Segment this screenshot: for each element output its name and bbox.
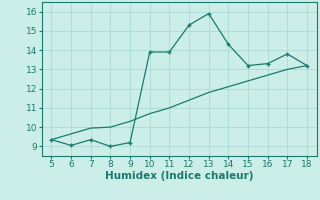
X-axis label: Humidex (Indice chaleur): Humidex (Indice chaleur) <box>105 171 253 181</box>
